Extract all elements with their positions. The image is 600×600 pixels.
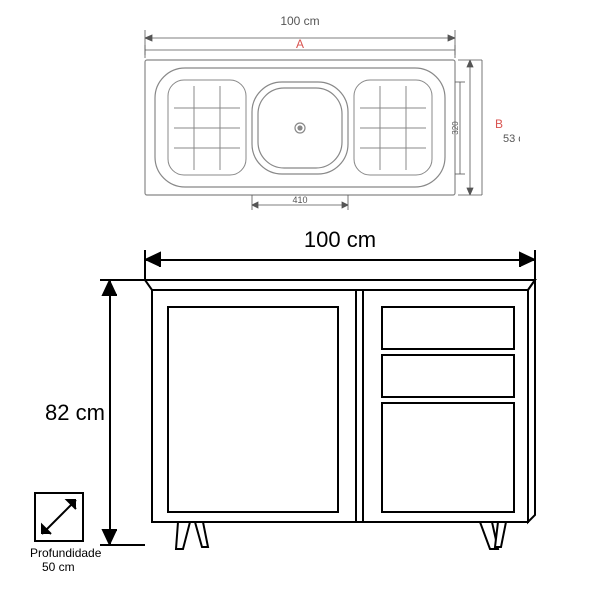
top-height-value: 53 cm — [503, 133, 520, 145]
basin-height-value: 320 — [451, 121, 460, 135]
front-width-dim — [145, 250, 535, 280]
center-basin — [252, 82, 348, 174]
depth-label: Profundidade — [30, 546, 102, 560]
front-height-dim — [100, 280, 145, 545]
left-drainboard — [168, 80, 246, 175]
front-height-value: 82 cm — [45, 400, 105, 425]
right-drainboard — [354, 80, 432, 175]
cabinet-right-stack — [382, 307, 514, 512]
diagram-canvas: 100 cm A B 53 cm — [0, 0, 600, 600]
depth-icon — [35, 493, 83, 541]
front-view-svg: 100 cm 82 cm — [30, 225, 570, 575]
depth-value: 50 cm — [42, 560, 75, 574]
top-height-dim — [458, 60, 482, 195]
top-width-value: 100 cm — [280, 14, 319, 28]
basin-width-value: 410 — [292, 195, 307, 205]
cabinet-legs — [176, 522, 506, 549]
cabinet-left-door — [168, 307, 338, 512]
front-width-value: 100 cm — [304, 227, 376, 252]
label-A: A — [296, 37, 304, 51]
label-B: B — [495, 117, 503, 131]
top-view-svg: 100 cm A B 53 cm — [100, 10, 520, 210]
